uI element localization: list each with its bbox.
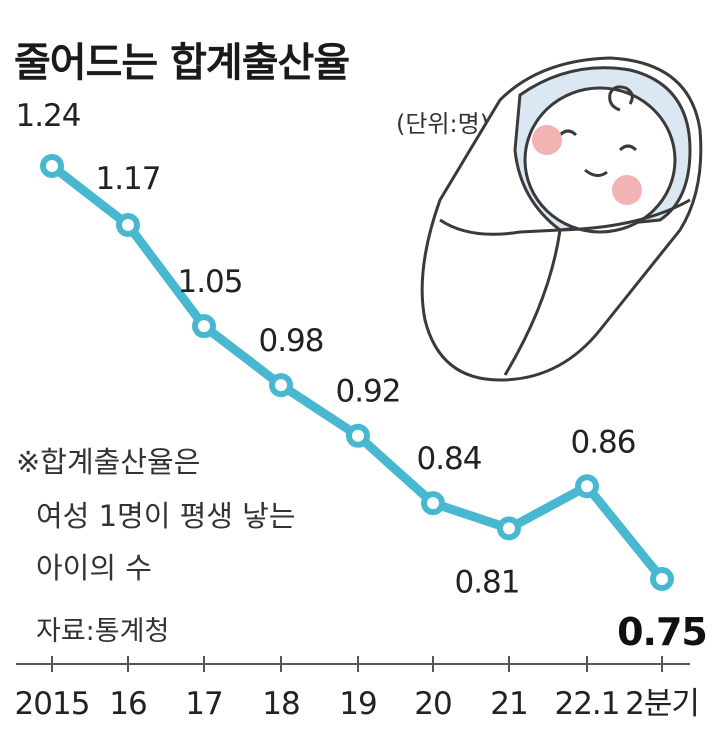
source-label: 자료:통계청 xyxy=(36,616,169,647)
swaddled-baby-icon xyxy=(420,56,703,382)
note-line-3: 아이의 수 xyxy=(36,551,152,585)
x-tick-label: 20 xyxy=(414,686,451,722)
data-label: 0.98 xyxy=(258,323,323,359)
data-point xyxy=(421,491,445,516)
x-tick-label: 21 xyxy=(490,686,527,722)
data-label: 0.92 xyxy=(335,374,400,410)
x-tick-label: 18 xyxy=(262,686,299,722)
x-tick-label: 17 xyxy=(185,686,222,722)
data-label: 0.84 xyxy=(416,441,481,477)
x-axis-tick-labels: 2015 16 17 18 19 20 21 22.1 2분기 xyxy=(15,686,700,722)
note-line-1: ※합계출산율은 xyxy=(16,445,200,479)
note-line-2: 여성 1명이 평생 낳는 xyxy=(36,499,296,533)
data-label: 0.75 xyxy=(617,610,707,654)
data-point xyxy=(116,213,140,237)
data-point xyxy=(497,516,521,541)
data-point xyxy=(40,154,64,178)
data-point xyxy=(192,314,216,339)
data-label: 1.24 xyxy=(15,98,80,134)
data-label: 0.86 xyxy=(570,424,635,460)
x-tick-label: 2분기 xyxy=(625,686,699,722)
data-label: 1.05 xyxy=(177,264,242,300)
data-point xyxy=(650,567,674,591)
x-tick-label: 19 xyxy=(339,686,376,722)
x-tick-label: 16 xyxy=(109,686,146,722)
data-markers xyxy=(40,154,674,591)
data-labels: 1.24 1.17 1.05 0.98 0.92 0.84 0.81 0.86 0.75 xyxy=(15,98,707,654)
unit-label: (단위:명) xyxy=(396,110,489,138)
chart-title: 줄어드는 합계출산율 xyxy=(14,40,349,86)
data-point xyxy=(575,474,599,499)
x-axis-ticks xyxy=(51,656,663,672)
x-tick-label: 2015 xyxy=(15,686,90,722)
x-tick-label: 22.1 xyxy=(554,686,619,722)
data-point xyxy=(269,373,293,398)
data-label: 1.17 xyxy=(95,161,160,197)
data-point xyxy=(346,423,370,448)
data-label: 0.81 xyxy=(454,564,519,600)
